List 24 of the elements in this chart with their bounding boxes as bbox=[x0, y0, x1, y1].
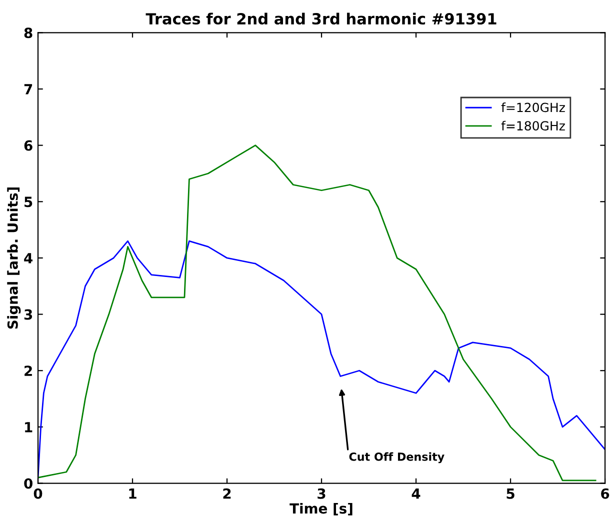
y-tick-label: 0 bbox=[24, 478, 32, 489]
x-tick-label: 1 bbox=[129, 488, 136, 499]
chart-title: Traces for 2nd and 3rd harmonic #91391 bbox=[146, 12, 496, 25]
x-tick-label: 5 bbox=[506, 488, 514, 499]
y-tick-label: 5 bbox=[24, 196, 32, 208]
line-series bbox=[38, 240, 606, 478]
x-axis-title: Time [s] bbox=[290, 502, 352, 516]
x-tick-label: 2 bbox=[223, 488, 231, 499]
y-axis-title: Signal [arb. Units] bbox=[7, 187, 21, 329]
y-tick-label: 6 bbox=[24, 140, 32, 151]
x-tick-label: 3 bbox=[318, 488, 326, 499]
x-tick-label: 4 bbox=[412, 488, 420, 499]
y-tick-label: 3 bbox=[24, 309, 32, 320]
y-tick-label: 4 bbox=[24, 253, 33, 264]
x-tick-label: 0 bbox=[34, 488, 42, 499]
legend-label: f=180GHz bbox=[501, 120, 565, 131]
annotation: Cut Off Density bbox=[349, 452, 444, 464]
x-tick-label: 6 bbox=[601, 488, 610, 499]
line-series bbox=[38, 144, 596, 482]
legend-label: f=120GHz bbox=[501, 102, 565, 112]
y-tick-label: 8 bbox=[24, 28, 32, 38]
y-tick-label: 1 bbox=[25, 422, 32, 432]
y-tick-label: 7 bbox=[24, 84, 32, 94]
y-tick-label: 2 bbox=[24, 366, 32, 376]
